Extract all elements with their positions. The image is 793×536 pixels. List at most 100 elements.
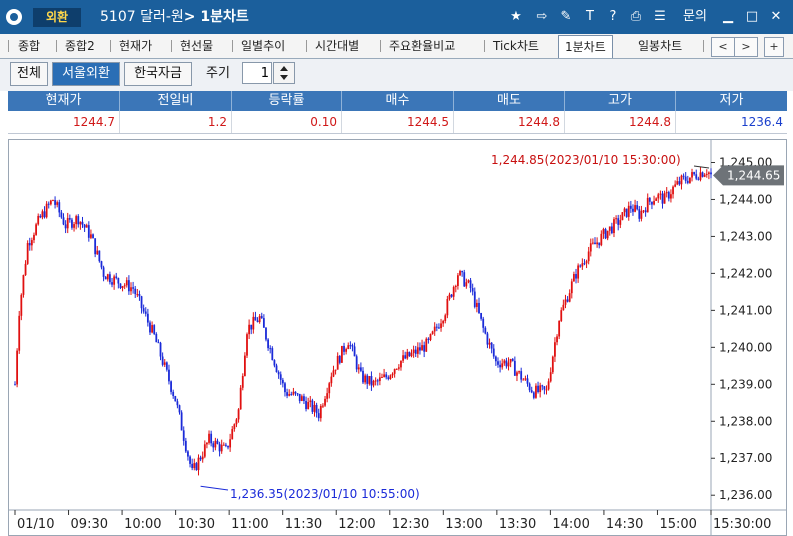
candle-body xyxy=(524,378,527,380)
y-tick-label: 1,243.00 xyxy=(719,229,772,243)
filter-all-button[interactable]: 전체 xyxy=(10,62,48,86)
period-label: 주기 xyxy=(206,66,230,81)
candle-body xyxy=(676,181,679,185)
candle-body xyxy=(315,404,318,414)
current-price-label: 1,244.65 xyxy=(727,168,780,182)
filter-korea-money-button[interactable]: 한국자금 xyxy=(124,62,192,86)
candle-body xyxy=(562,304,565,311)
candle-body xyxy=(16,350,19,385)
app-logo-icon[interactable] xyxy=(6,9,22,25)
market-tag[interactable]: 외환 xyxy=(33,8,81,27)
candle-body xyxy=(583,263,586,265)
period-input[interactable]: 1 xyxy=(242,62,272,84)
tab-summary[interactable]: 종합 xyxy=(18,39,41,53)
candle-body xyxy=(269,348,272,350)
y-tick-label: 1,239.00 xyxy=(719,377,772,391)
candle-body xyxy=(165,362,168,370)
candle-body xyxy=(532,392,535,398)
candle-body xyxy=(96,250,99,255)
candle-body xyxy=(132,287,135,289)
tab-current-price[interactable]: 현재가 xyxy=(119,39,153,53)
tab-1min-chart[interactable]: 1분차트 xyxy=(558,35,613,58)
candle-body xyxy=(24,263,27,276)
star-icon[interactable]: ★ xyxy=(510,9,522,24)
period-stepper[interactable] xyxy=(273,62,295,84)
candle-body xyxy=(324,398,326,406)
tools-icon[interactable]: ✎ xyxy=(560,9,572,24)
candle-body xyxy=(241,375,244,388)
candle-body xyxy=(393,369,396,374)
candle-body xyxy=(58,202,61,213)
candle-body xyxy=(104,276,107,280)
tab-summary2[interactable]: 종합2 xyxy=(65,39,95,53)
candle-body xyxy=(433,326,436,332)
text-icon[interactable]: T xyxy=(586,9,594,24)
candle-body xyxy=(655,198,658,201)
x-tick-label: 15:00 xyxy=(659,517,696,532)
candle-body xyxy=(79,221,82,225)
candle-body xyxy=(663,193,666,204)
candle-body xyxy=(547,381,550,390)
candle-body xyxy=(412,349,415,353)
candle-body xyxy=(256,320,259,323)
candle-body xyxy=(661,193,664,204)
candle-body xyxy=(444,315,447,321)
candle-body xyxy=(640,210,643,219)
low-annotation-arrow xyxy=(200,485,229,491)
x-tick-label: 11:30 xyxy=(285,517,322,532)
candle-body xyxy=(686,180,689,183)
candle-body xyxy=(359,367,362,371)
chart-panel xyxy=(8,139,787,536)
candle-body xyxy=(49,200,52,205)
candle-body xyxy=(14,384,16,386)
tab-separator xyxy=(703,40,704,52)
quote-high: 1244.8 xyxy=(565,111,676,133)
candle-body xyxy=(182,430,185,441)
current-price-marker xyxy=(713,165,784,186)
filter-seoul-fx-button[interactable]: 서울외환 xyxy=(52,62,120,86)
candle-body xyxy=(362,370,364,383)
candle-body xyxy=(214,440,217,448)
inquiry-button[interactable]: 문의 xyxy=(683,9,707,24)
candle-body xyxy=(109,274,111,283)
candle-body xyxy=(290,394,293,396)
candle-body xyxy=(68,218,71,220)
export-icon[interactable]: ⇨ xyxy=(536,9,548,24)
tab-fx-compare[interactable]: 주요환율비교 xyxy=(389,39,456,53)
candle-body xyxy=(459,271,461,276)
tab-daily-chart[interactable]: 일봉차트 xyxy=(638,39,683,53)
candle-body xyxy=(64,224,67,229)
tab-separator xyxy=(110,40,111,52)
candle-body xyxy=(408,351,411,357)
x-tick-label: 14:30 xyxy=(606,517,643,532)
quote-header: 매수 xyxy=(342,91,454,111)
print-icon[interactable]: ⎙ xyxy=(630,9,642,24)
x-tick-label: 14:00 xyxy=(552,517,589,532)
candle-body xyxy=(604,229,607,239)
candle-body xyxy=(566,299,569,302)
candle-body xyxy=(440,323,442,329)
price-chart[interactable]: 1,245.001,244.001,243.001,242.001,241.00… xyxy=(9,140,786,536)
candle-body xyxy=(376,380,379,382)
candle-body xyxy=(313,404,316,412)
tab-time-period[interactable]: 시간대별 xyxy=(315,39,360,53)
tab-daily-trend[interactable]: 일별추이 xyxy=(241,39,286,53)
help-icon[interactable]: ? xyxy=(609,9,617,24)
close-icon[interactable]: ✕ xyxy=(770,9,782,24)
candle-body xyxy=(556,336,558,343)
tab-spot-futures[interactable]: 현선물 xyxy=(180,39,214,53)
list-icon[interactable]: ☰ xyxy=(654,9,666,24)
candle-body xyxy=(501,363,504,368)
minimize-icon[interactable]: ▁ xyxy=(723,9,733,24)
x-tick-label: 15:30:00 xyxy=(713,517,771,532)
tab-tick-chart[interactable]: Tick차트 xyxy=(493,39,539,53)
tab-prev-button[interactable]: < xyxy=(711,37,735,57)
candle-body xyxy=(45,203,48,218)
candle-body xyxy=(623,208,626,213)
tab-next-button[interactable]: > xyxy=(734,37,758,57)
tab-add-button[interactable]: + xyxy=(764,37,784,57)
candle-body xyxy=(111,282,113,285)
maximize-icon[interactable]: □ xyxy=(745,9,759,24)
candle-body xyxy=(106,274,109,280)
candle-body xyxy=(134,288,137,295)
